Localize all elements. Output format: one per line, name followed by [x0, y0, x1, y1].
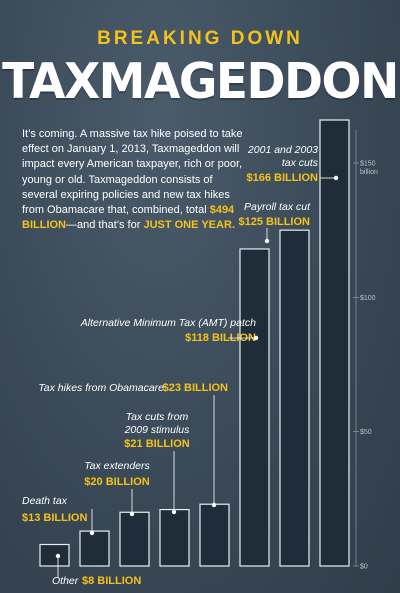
bar-1 [39, 543, 70, 567]
bar-label-1: Other [52, 575, 79, 587]
bar-5 [199, 503, 230, 567]
bar-amount-1: $8 BILLION [82, 575, 141, 587]
y-tick-label: $100 [360, 295, 376, 302]
intro-text: It’s coming. A massive tax hike poised t… [22, 128, 243, 217]
bar-amount-3: $20 BILLION [84, 476, 149, 488]
bar-amount-4: $21 BILLION [124, 438, 189, 450]
bar-amount-6: $118 BILLION [185, 332, 256, 344]
y-tick-label: $50 [360, 429, 372, 436]
bar-label-7: Payroll tax cut [244, 201, 311, 213]
leader-dot-7 [264, 238, 270, 244]
bar-label-3: Tax extenders [84, 460, 150, 472]
bar-6 [239, 248, 270, 567]
intro-period: JUST ONE YEAR. [143, 219, 235, 232]
leader-dot-2 [89, 530, 95, 536]
bar-amount-8: $166 BILLION [246, 172, 318, 184]
y-unit-label: billion [360, 169, 378, 176]
leader-dot-6 [253, 335, 259, 341]
bar-amount-2: $13 BILLION [22, 512, 87, 524]
bar-label-4: Tax cuts from [126, 411, 189, 423]
intro-connector: —and that’s for [66, 219, 144, 232]
bar-amount-7: $125 BILLION [238, 216, 310, 228]
leader-dot-1 [55, 553, 61, 559]
y-tick-label: $150 [360, 160, 376, 167]
bar-8 [319, 119, 350, 567]
bar-label-8: tax cuts [282, 157, 319, 169]
bar-7 [279, 229, 310, 567]
page-title: TAXMAGEDDON [2, 52, 399, 111]
bar-label-6: Alternative Minimum Tax (AMT) patch [80, 317, 256, 329]
intro-paragraph: It’s coming. A massive tax hike poised t… [22, 127, 244, 233]
bar-4 [159, 508, 190, 567]
bar-label-5: Tax hikes from Obamacare [38, 382, 164, 394]
kicker-title: BREAKING DOWN [97, 28, 303, 49]
leader-dot-3 [129, 511, 135, 517]
leader-dot-5 [211, 502, 217, 508]
bar-label-4: 2009 stimulus [124, 424, 191, 436]
leader-dot-4 [171, 509, 177, 515]
bar-amount-5: $23 BILLION [163, 382, 228, 394]
bar-2 [79, 530, 110, 567]
bar-3 [119, 511, 150, 567]
bar-label-8: 2001 and 2003 [247, 144, 318, 156]
bar-label-2: Death tax [22, 495, 68, 507]
y-tick-label: $0 [360, 564, 368, 571]
intro-total-amount: $494 BILLION [22, 204, 235, 232]
leader-dot-8 [333, 175, 339, 181]
